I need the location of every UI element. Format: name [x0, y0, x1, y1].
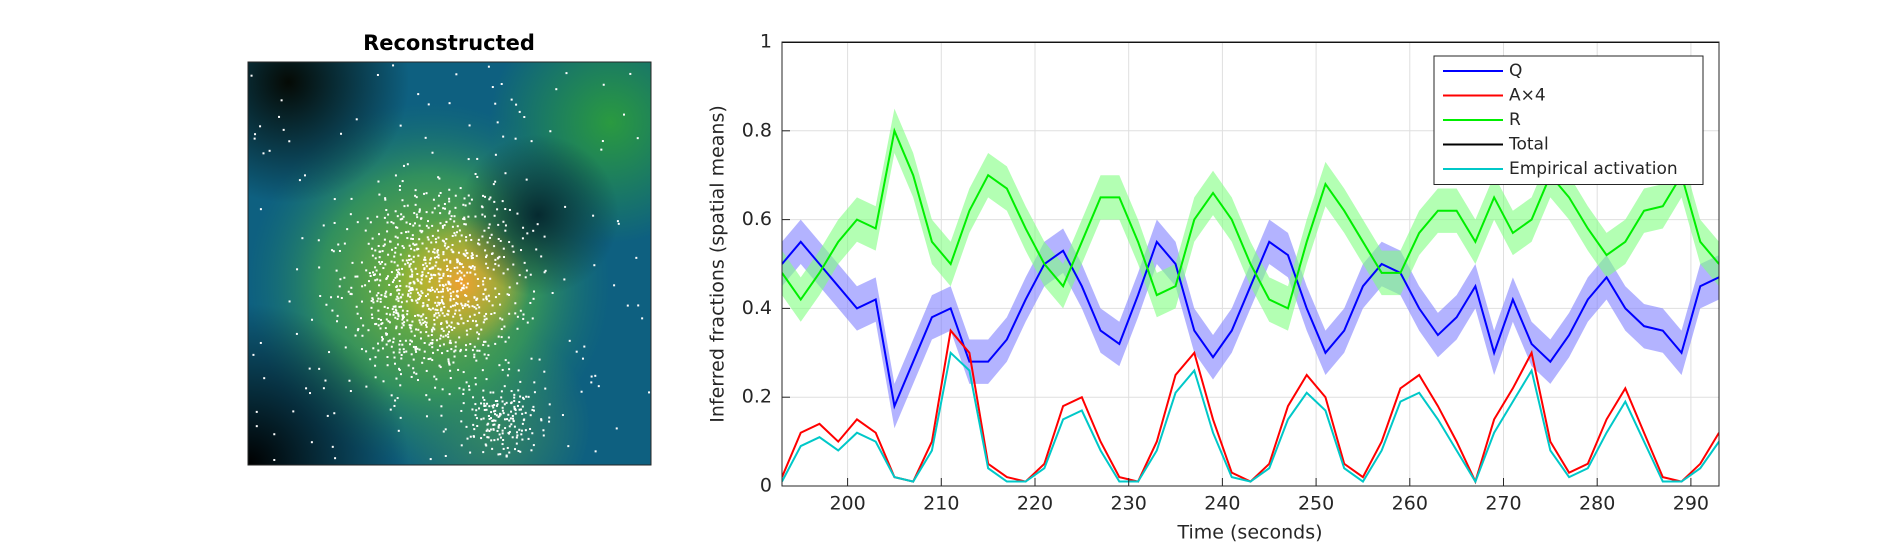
y-tick-label: 0.6: [742, 208, 772, 230]
legend-label: Total: [1508, 135, 1549, 155]
x-tick-label: 260: [1392, 493, 1428, 515]
panel-title: Reconstructed: [363, 31, 535, 55]
x-tick-label: 200: [829, 493, 865, 515]
series-line: [782, 350, 1719, 484]
x-axis-label: Time (seconds): [1176, 522, 1322, 544]
y-tick-label: 1: [760, 31, 772, 53]
x-tick-label: 240: [1204, 493, 1240, 515]
x-tick-label: 220: [1017, 493, 1053, 515]
legend-label: A×4: [1509, 86, 1546, 106]
x-tick-label: 210: [923, 493, 959, 515]
series-line: [782, 239, 1719, 410]
series-line: [782, 127, 1719, 310]
x-tick-label: 290: [1673, 493, 1709, 515]
y-tick-label: 0: [760, 475, 772, 497]
x-tick-label: 250: [1298, 493, 1334, 515]
x-tick-label: 270: [1485, 493, 1521, 515]
error-band: [782, 219, 1719, 429]
x-tick-label: 280: [1579, 493, 1615, 515]
legend-label: R: [1509, 110, 1521, 130]
x-tick-label: 230: [1111, 493, 1147, 515]
legend-label: Q: [1509, 61, 1522, 81]
heatmap-image: [247, 61, 652, 466]
y-tick-label: 0.2: [742, 386, 772, 408]
y-axis-label: Inferred fractions (spatial means): [707, 105, 729, 423]
axes-box: [781, 41, 1720, 487]
y-tick-label: 0.8: [742, 119, 772, 141]
y-tick-label: 0.4: [742, 297, 772, 319]
legend-label: Empirical activation: [1509, 159, 1678, 179]
